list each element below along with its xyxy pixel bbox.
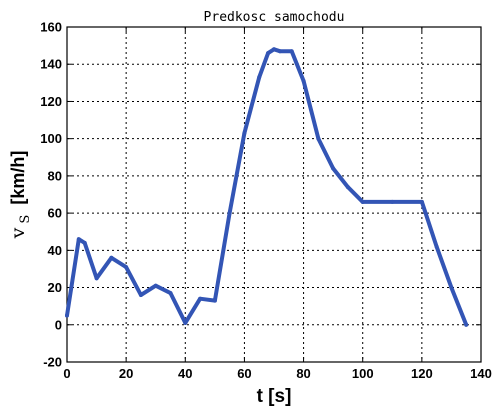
- y-tick-label: 60: [48, 206, 62, 221]
- x-tick-label: 80: [296, 366, 310, 381]
- data-point: [65, 313, 69, 318]
- data-point: [109, 255, 114, 260]
- y-tick-label: 120: [40, 94, 62, 109]
- data-point: [316, 136, 321, 141]
- y-tick-label: -20: [43, 355, 62, 370]
- data-point: [242, 131, 247, 136]
- y-tick-label: 140: [40, 57, 62, 72]
- data-point: [289, 49, 294, 54]
- data-point: [331, 166, 336, 171]
- data-point: [277, 49, 282, 54]
- x-tick-label: 60: [237, 366, 251, 381]
- x-tick-label: 120: [411, 366, 433, 381]
- data-point: [390, 199, 395, 204]
- y-tick-label: 80: [48, 168, 62, 183]
- chart-title: Predkosc samochodu: [204, 10, 345, 25]
- x-tick-label: 20: [119, 366, 133, 381]
- x-axis-label: t [s]: [257, 386, 292, 407]
- data-point: [360, 199, 365, 204]
- y-tick-labels: -20 0 20 40 60 80 100 120 140 160: [40, 20, 62, 370]
- series-layer: [65, 47, 469, 327]
- data-point: [76, 237, 81, 242]
- y-axis-symbol: v: [7, 227, 29, 239]
- data-point: [449, 285, 454, 290]
- data-point: [266, 51, 271, 56]
- data-point: [301, 79, 306, 83]
- data-point: [227, 211, 232, 216]
- data-point: [419, 199, 424, 204]
- data-point: [272, 47, 276, 52]
- y-axis-label: v S [km/h]: [7, 151, 33, 240]
- data-point: [82, 240, 87, 245]
- y-axis-unit: [km/h]: [8, 151, 28, 205]
- data-point: [183, 320, 188, 325]
- y-tick-label: 160: [40, 20, 62, 35]
- data-point: [464, 322, 469, 327]
- x-tick-label: 100: [352, 366, 374, 381]
- x-tick-label: 140: [470, 366, 492, 381]
- plot-frame: [66, 26, 482, 363]
- data-point: [138, 293, 143, 297]
- x-tick-labels: 0 20 40 60 80 100 120 140: [63, 366, 491, 381]
- data-point: [168, 291, 173, 296]
- data-point: [257, 75, 262, 80]
- data-point: [434, 244, 439, 249]
- x-tick-label: 0: [63, 366, 70, 381]
- series-line: [65, 47, 469, 327]
- data-point: [345, 185, 350, 190]
- x-tick-label: 40: [178, 366, 192, 381]
- y-tick-label: 0: [55, 317, 62, 332]
- axis-ticks: [66, 26, 482, 363]
- y-tick-label: 40: [48, 243, 62, 258]
- grid: [67, 27, 481, 362]
- data-point: [94, 276, 99, 281]
- data-point: [198, 296, 203, 301]
- data-point: [124, 265, 129, 270]
- y-tick-label: 20: [48, 280, 62, 295]
- y-axis-subscript: S: [18, 215, 33, 224]
- data-point: [153, 283, 158, 288]
- y-tick-label: 100: [40, 131, 62, 146]
- y-axis-label-text: v S [km/h]: [7, 151, 33, 240]
- data-point: [212, 298, 217, 303]
